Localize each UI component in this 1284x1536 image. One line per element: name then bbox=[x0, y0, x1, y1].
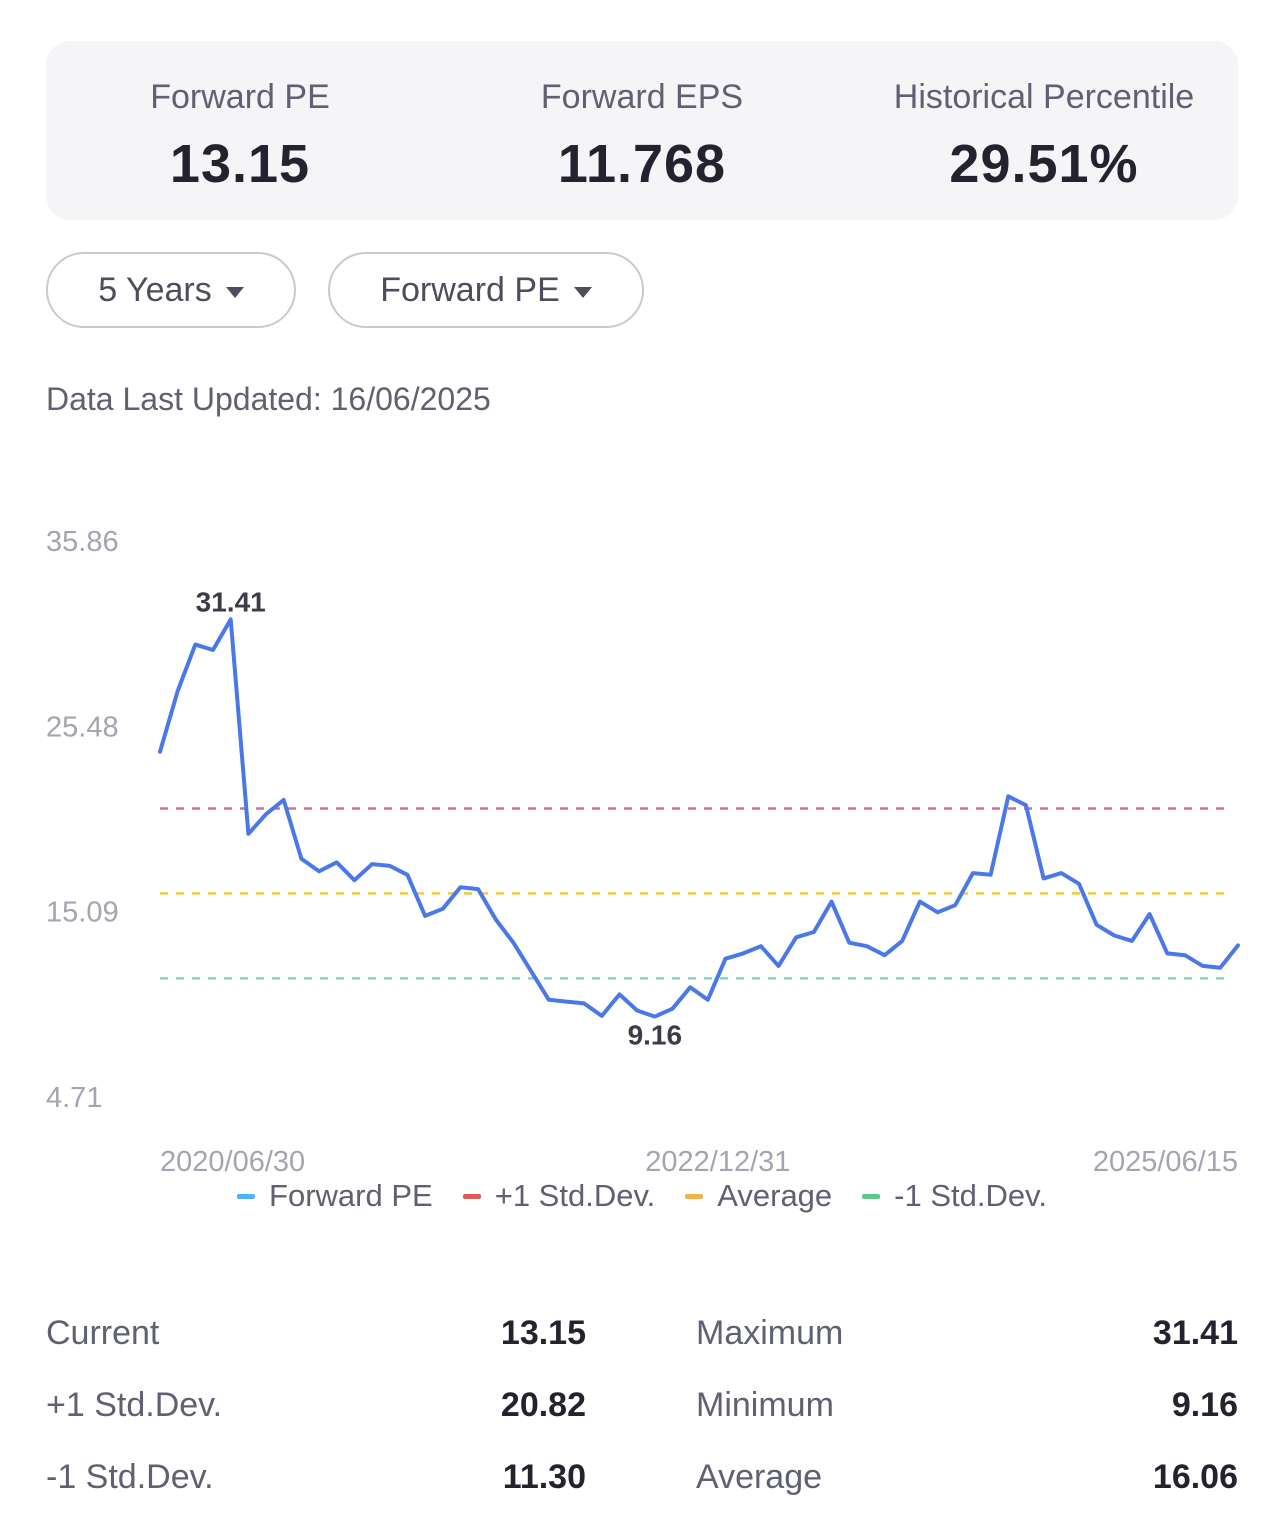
metric-value: 29.51% bbox=[949, 134, 1139, 194]
stat-value: 20.82 bbox=[500, 1386, 586, 1424]
metric-value: 13.15 bbox=[169, 134, 311, 194]
y-tick-label: 15.09 bbox=[46, 897, 119, 929]
legend-swatch bbox=[685, 1193, 704, 1199]
updated-label: Data Last Updated: bbox=[46, 381, 322, 417]
legend-swatch bbox=[462, 1193, 481, 1199]
legend-label: -1 Std.Dev. bbox=[894, 1178, 1047, 1213]
stat-label: Current bbox=[46, 1314, 160, 1352]
stat-label: Maximum bbox=[696, 1314, 844, 1352]
legend-label: +1 Std.Dev. bbox=[494, 1178, 656, 1213]
forward-pe-chart[interactable]: 35.86 25.48 15.09 4.71 31.41 9.16 2020/06/30 20… bbox=[0, 500, 1284, 1180]
caret-down-icon bbox=[225, 286, 244, 298]
metric-label: Forward PE bbox=[150, 78, 330, 116]
legend-item-average[interactable]: Average bbox=[685, 1178, 832, 1214]
stats-table: Current 13.15 Maximum 31.41 +1 Std.Dev. … bbox=[46, 1300, 1238, 1516]
stat-label: +1 Std.Dev. bbox=[46, 1386, 223, 1424]
period-dropdown[interactable]: 5 Years bbox=[46, 252, 296, 328]
period-dropdown-label: 5 Years bbox=[98, 270, 212, 309]
legend-swatch bbox=[862, 1193, 881, 1199]
stat-value: 31.41 bbox=[1152, 1314, 1238, 1352]
x-tick-label: 2022/12/31 bbox=[645, 1146, 790, 1178]
stat-label: Minimum bbox=[696, 1386, 834, 1424]
y-tick-label: 25.48 bbox=[46, 711, 119, 743]
stat-value: 11.30 bbox=[502, 1458, 586, 1496]
stat-value: 13.15 bbox=[500, 1314, 586, 1352]
updated-date: 16/06/2025 bbox=[330, 381, 491, 417]
stat-value: 16.06 bbox=[1152, 1458, 1238, 1496]
x-tick-label: 2025/06/15 bbox=[1093, 1146, 1238, 1178]
metric-label: Historical Percentile bbox=[893, 78, 1195, 116]
metric-value: 11.768 bbox=[557, 134, 727, 194]
data-label: 31.41 bbox=[196, 586, 266, 617]
legend-label: Average bbox=[717, 1178, 833, 1213]
stat-label: -1 Std.Dev. bbox=[46, 1458, 214, 1496]
legend-item-plus-std[interactable]: +1 Std.Dev. bbox=[462, 1178, 656, 1214]
stat-label: Average bbox=[696, 1458, 823, 1496]
y-tick-label: 4.71 bbox=[46, 1082, 102, 1114]
stat-value: 9.16 bbox=[1171, 1386, 1238, 1424]
legend-swatch bbox=[237, 1193, 256, 1199]
metric-dropdown-label: Forward PE bbox=[380, 270, 560, 309]
legend-item-forward-pe[interactable]: Forward PE bbox=[237, 1178, 433, 1214]
stats-row: +1 Std.Dev. 20.82 Minimum 9.16 bbox=[46, 1372, 1238, 1444]
metric-dropdown[interactable]: Forward PE bbox=[328, 252, 644, 328]
data-last-updated: Data Last Updated: 16/06/2025 bbox=[46, 381, 491, 418]
forward-pe-series-line bbox=[158, 617, 1240, 1019]
metric-label: Forward EPS bbox=[540, 78, 744, 116]
stats-row: -1 Std.Dev. 11.30 Average 16.06 bbox=[46, 1444, 1238, 1516]
stats-row: Current 13.15 Maximum 31.41 bbox=[46, 1300, 1238, 1372]
summary-card: Forward PE 13.15 Forward EPS 11.768 Hist… bbox=[46, 41, 1238, 220]
chart-legend: Forward PE +1 Std.Dev. Average -1 Std.De… bbox=[0, 1178, 1284, 1214]
caret-down-icon bbox=[573, 286, 592, 298]
y-tick-label: 35.86 bbox=[46, 526, 119, 558]
legend-label: Forward PE bbox=[269, 1178, 433, 1213]
data-label: 9.16 bbox=[628, 1020, 683, 1051]
x-tick-label: 2020/06/30 bbox=[160, 1146, 305, 1178]
legend-item-minus-std[interactable]: -1 Std.Dev. bbox=[862, 1178, 1047, 1214]
